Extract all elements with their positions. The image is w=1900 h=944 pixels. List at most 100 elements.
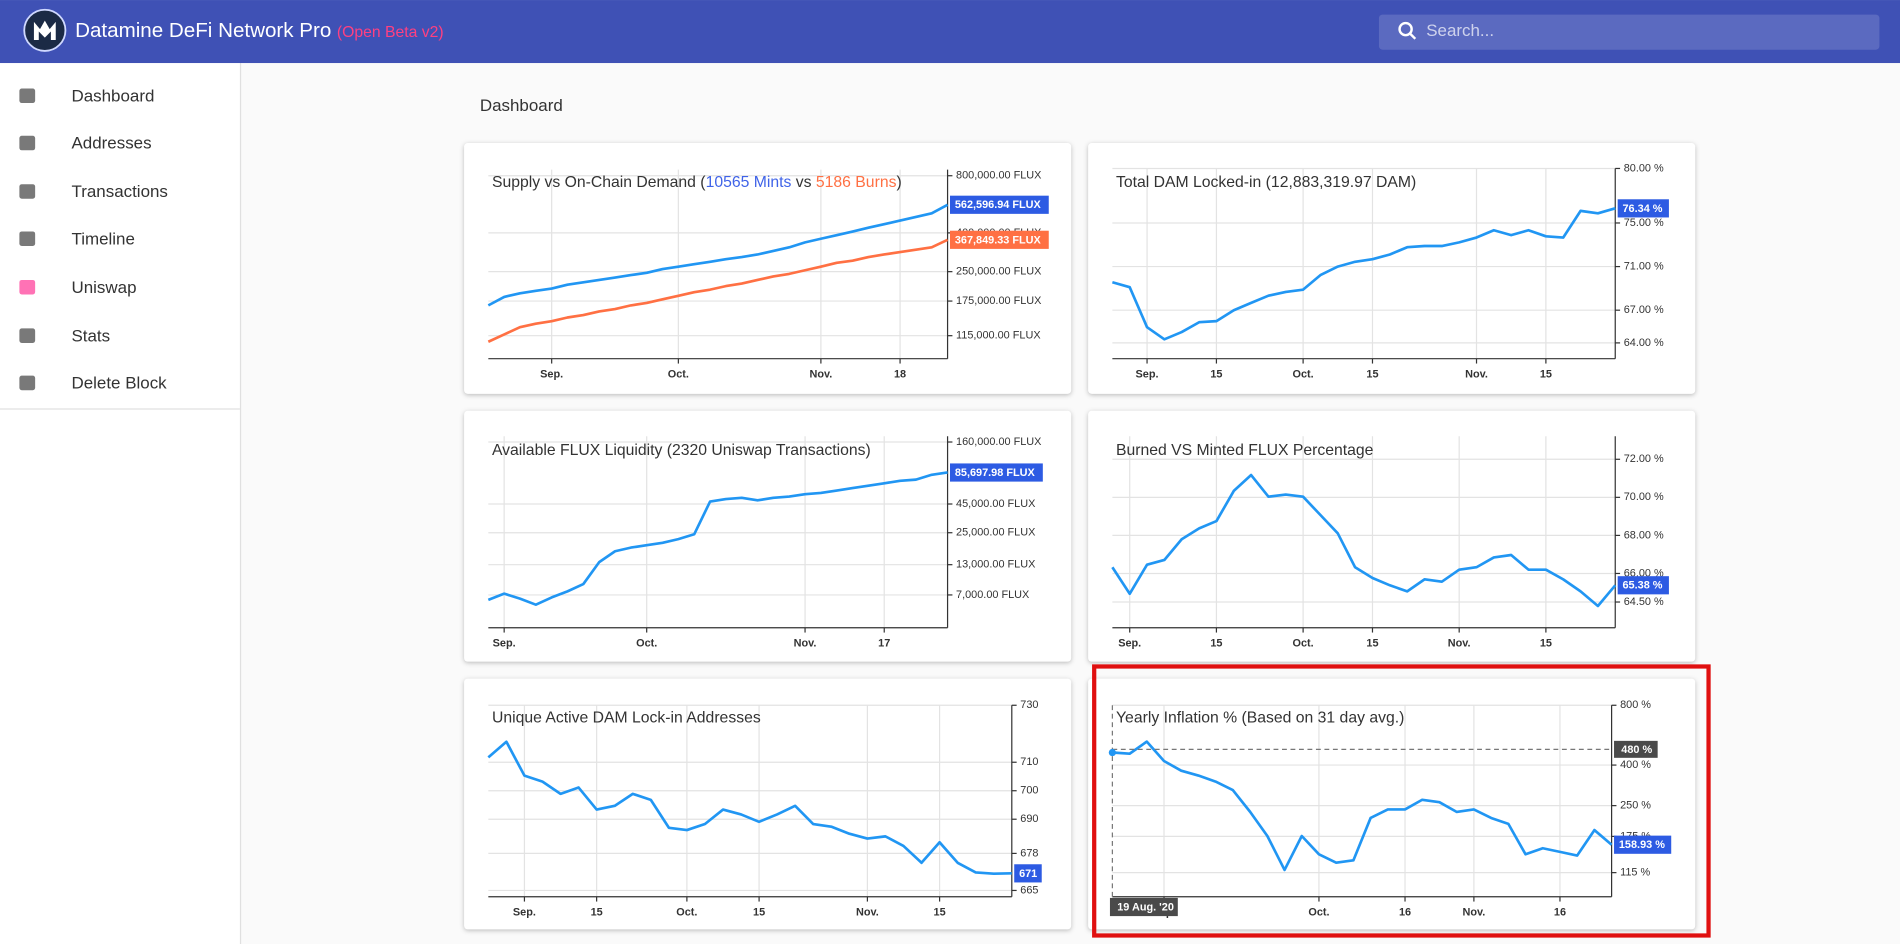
y-tick-label: 70.00 % xyxy=(1624,491,1664,503)
x-tick-label: Nov. xyxy=(809,368,832,380)
nav-label: Addresses xyxy=(71,134,151,153)
sidebar xyxy=(0,63,240,944)
chart-title: Available FLUX Liquidity (2320 Uniswap T… xyxy=(492,442,871,459)
nav-icon xyxy=(19,231,36,247)
y-tick-label: 45,000.00 FLUX xyxy=(956,498,1036,510)
x-tick-label: Nov. xyxy=(856,906,879,918)
series-line xyxy=(1112,207,1616,341)
title-part: 10565 Mints xyxy=(706,174,792,191)
series-line xyxy=(487,203,949,307)
nav-label: Transactions xyxy=(71,182,167,201)
x-tick-label: Oct. xyxy=(1308,906,1329,918)
y-tick-label: 678 xyxy=(1020,847,1038,859)
x-tick-label: 15 xyxy=(591,906,603,918)
x-tick-label: Oct. xyxy=(1293,368,1314,380)
y-tick-label: 160,000.00 FLUX xyxy=(956,436,1042,448)
last-value-bg xyxy=(1014,864,1042,883)
last-value-label: 562,596.94 FLUX xyxy=(955,199,1042,211)
card xyxy=(1088,143,1696,394)
nav-item[interactable]: Addresses xyxy=(19,134,152,153)
app-bar xyxy=(0,0,1900,64)
crosshair-date: 19 Aug. '20 xyxy=(1117,901,1174,913)
crosshair-date-bg xyxy=(1109,897,1178,917)
x-tick-label: 18 xyxy=(894,368,906,380)
x-tick-label: Sep. xyxy=(493,637,516,649)
title-part: 5186 Burns xyxy=(816,174,897,191)
x-tick-label: Oct. xyxy=(668,368,689,380)
x-tick-label: Sep. xyxy=(513,906,536,918)
y-tick-label: 690 xyxy=(1020,813,1038,825)
nav-label: Stats xyxy=(71,326,110,345)
crosshair-dot xyxy=(1108,748,1117,757)
y-tick-label: 64.00 % xyxy=(1624,337,1664,349)
title-part: Supply vs On-Chain Demand ( xyxy=(492,174,706,191)
logo xyxy=(23,8,67,52)
chart-card: 7,000.00 FLUX 13,000.00 FLUX 25,000.00 FLU… xyxy=(464,410,1072,662)
card xyxy=(464,678,1072,930)
series-line xyxy=(487,471,948,607)
nav-icon xyxy=(19,184,36,199)
x-tick-label: Oct. xyxy=(1293,637,1314,649)
chart-card: 64.00 % 67.00 % 71.00 % 75.00 % 80.00 % Sep. 1… xyxy=(1088,143,1696,394)
last-value-bg xyxy=(950,463,1043,482)
crosshair-label-bg xyxy=(1614,740,1658,758)
nav-item[interactable]: Transactions xyxy=(19,182,168,201)
y-tick-label: 400 % xyxy=(1620,759,1651,771)
x-tick-label: 15 xyxy=(934,906,946,918)
x-tick-label: Oct. xyxy=(676,906,697,918)
nav-icon xyxy=(19,279,36,295)
last-value-label: 76.34 % xyxy=(1623,203,1663,215)
chart-card: 665 678 690 700 710 730 Sep. 15 Oct. 15 Nov. 15 Uniq… xyxy=(464,678,1072,930)
card xyxy=(464,143,1072,394)
title-part: vs xyxy=(791,174,816,191)
x-tick-label: 15 xyxy=(1366,368,1378,380)
x-tick-label: 15 xyxy=(1210,368,1222,380)
last-value-bg xyxy=(1617,199,1669,218)
nav-item[interactable]: Stats xyxy=(19,326,110,345)
y-tick-label: 250 % xyxy=(1620,800,1651,812)
y-tick-label: 71.00 % xyxy=(1624,260,1664,272)
x-tick-label: 15 xyxy=(1366,637,1378,649)
y-tick-label: 665 xyxy=(1020,884,1038,896)
chart-title: Yearly Inflation % (Based on 31 day avg.… xyxy=(1116,710,1404,727)
y-tick-label: 80.00 % xyxy=(1624,162,1664,174)
x-tick-label: 15 xyxy=(1540,637,1552,649)
nav-label: Timeline xyxy=(71,229,134,248)
last-value-bg xyxy=(1617,576,1669,595)
nav-item[interactable]: Dashboard xyxy=(19,86,154,105)
chart-card: 64.50 %66.00 %68.00 %70.00 %72.00 %Sep. 1… xyxy=(1088,410,1696,662)
nav-item[interactable]: Uniswap xyxy=(19,278,137,297)
chart-title: Burned VS Minted FLUX Percentage xyxy=(1116,442,1374,459)
x-tick-label: Sep. xyxy=(1118,637,1141,649)
x-tick-label: Nov. xyxy=(1448,637,1471,649)
x-tick-label: 15 xyxy=(753,906,765,918)
y-tick-label: 67.00 % xyxy=(1624,304,1664,316)
x-tick-label: Nov. xyxy=(1465,368,1488,380)
y-tick-label: 72.00 % xyxy=(1624,453,1664,465)
chart-title: Total DAM Locked-in (12,883,319.97 DAM) xyxy=(1116,174,1416,191)
search-placeholder: Search... xyxy=(1426,21,1494,40)
series-line xyxy=(1111,473,1617,608)
card xyxy=(464,410,1072,662)
beta-badge: (Open Beta v2) xyxy=(337,24,444,41)
x-tick-label: Nov. xyxy=(794,637,817,649)
nav-item[interactable]: Delete Block xyxy=(19,374,167,393)
y-tick-label: 68.00 % xyxy=(1624,529,1664,541)
y-tick-label: 700 xyxy=(1020,785,1038,797)
search-box[interactable]: Search... xyxy=(1378,14,1880,50)
y-tick-label: 800 % xyxy=(1620,699,1651,711)
nav-label: Uniswap xyxy=(71,278,136,297)
y-tick-label: 13,000.00 FLUX xyxy=(956,559,1036,571)
chart-title: Supply vs On-Chain Demand (10565 Mints v… xyxy=(492,174,902,191)
card xyxy=(1088,410,1696,662)
y-tick-label: 115 % xyxy=(1620,867,1650,879)
nav-item[interactable]: Timeline xyxy=(19,229,135,248)
app-title: Datamine DeFi Network Pro xyxy=(75,19,331,42)
last-value-bg xyxy=(1614,835,1672,854)
chart-title: Unique Active DAM Lock-in Addresses xyxy=(492,710,761,727)
x-tick-label: Nov. xyxy=(1462,906,1485,918)
nav-icon xyxy=(19,135,36,151)
y-tick-label: 75.00 % xyxy=(1624,217,1664,229)
series-line xyxy=(487,238,949,343)
